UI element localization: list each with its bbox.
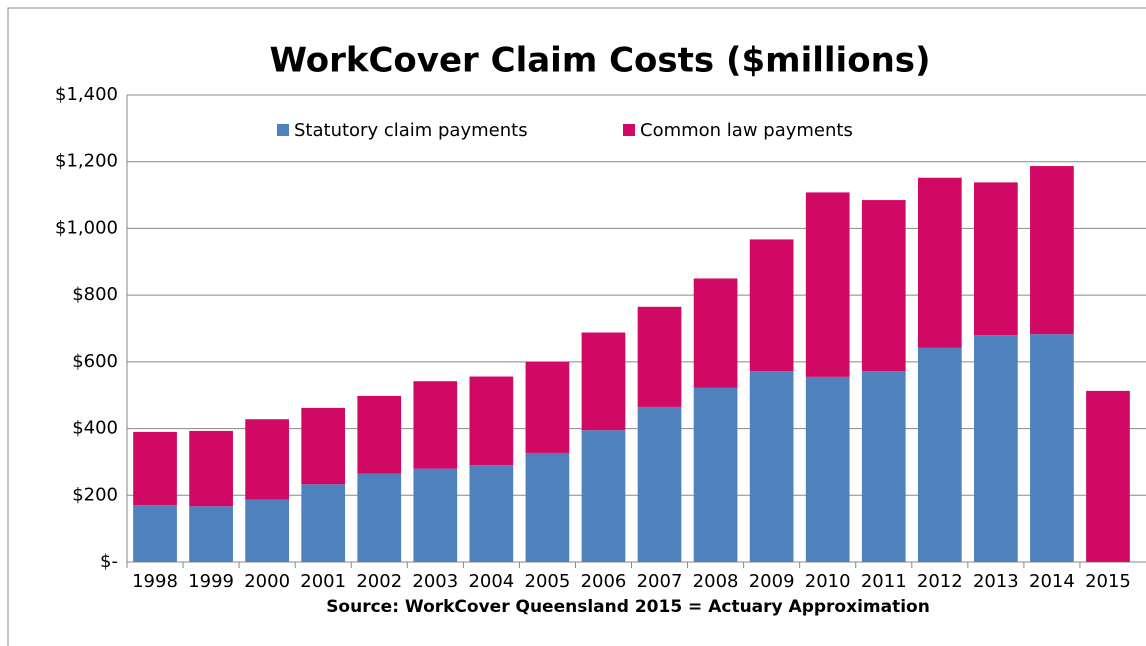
x-tick-label: 2000 — [244, 571, 290, 592]
y-tick-label: $800 — [72, 284, 118, 305]
bar-segment — [133, 431, 177, 506]
bar-segment — [973, 182, 1018, 336]
bar-segment — [245, 499, 290, 562]
bar-segment — [469, 465, 514, 562]
bar-segment — [581, 332, 626, 431]
legend-label: Common law payments — [640, 120, 853, 141]
bar-segment — [245, 419, 290, 500]
bar-segment — [357, 473, 402, 562]
bar-segment — [861, 371, 906, 562]
bar-segment — [749, 371, 794, 562]
legend-swatch — [277, 124, 289, 136]
x-tick-label: 2012 — [917, 571, 963, 592]
x-tick-label: 2010 — [805, 571, 851, 592]
bar-segment — [525, 361, 570, 453]
bar-segment — [1030, 166, 1074, 335]
x-tick-label: 2001 — [300, 571, 346, 592]
x-tick-label: 2006 — [581, 571, 627, 592]
bar-segment — [469, 376, 514, 466]
x-tick-label: 2008 — [693, 571, 739, 592]
y-tick-label: $1,000 — [55, 217, 118, 238]
bar-segment — [1086, 390, 1130, 562]
bar-segment — [973, 335, 1018, 562]
x-tick-label: 2005 — [525, 571, 571, 592]
bar-segment — [301, 407, 346, 485]
bar-segment — [637, 406, 682, 562]
x-tick-label: 2014 — [1029, 571, 1075, 592]
x-tick-label: 2003 — [412, 571, 458, 592]
bar-segment — [861, 200, 906, 372]
bar-segment — [133, 505, 177, 562]
x-tick-label: 2013 — [973, 571, 1019, 592]
bar-segment — [805, 376, 850, 562]
legend-swatch — [623, 124, 635, 136]
bar-segment — [749, 239, 794, 372]
x-tick-label: 1999 — [188, 571, 234, 592]
y-tick-label: $400 — [72, 418, 118, 439]
bar-segment — [693, 278, 738, 388]
x-tick-label: 2011 — [861, 571, 907, 592]
x-tick-label: 2004 — [468, 571, 514, 592]
y-tick-label: $- — [100, 551, 118, 572]
source-note: Source: WorkCover Queensland 2015 = Actu… — [326, 597, 930, 617]
y-tick-label: $200 — [72, 484, 118, 505]
bar-segment — [637, 306, 682, 407]
chart-title: WorkCover Claim Costs ($millions) — [269, 41, 930, 81]
x-tick-label: 2015 — [1085, 571, 1131, 592]
bar-segment — [581, 430, 626, 562]
y-tick-label: $1,400 — [55, 84, 118, 105]
y-tick-label: $600 — [72, 351, 118, 372]
bar-segment — [189, 430, 233, 507]
bar-segment — [805, 192, 850, 377]
y-tick-label: $1,200 — [55, 151, 118, 172]
bar-segment — [917, 347, 962, 562]
x-tick-label: 1998 — [132, 571, 178, 592]
bar-segment — [525, 452, 570, 562]
bar-segment — [413, 381, 458, 469]
bar-segment — [189, 506, 233, 562]
bar-segment — [693, 387, 738, 562]
bar-segment — [357, 395, 402, 474]
x-tick-label: 2002 — [356, 571, 402, 592]
x-tick-label: 2007 — [637, 571, 683, 592]
x-tick-label: 2009 — [749, 571, 795, 592]
legend-label: Statutory claim payments — [294, 120, 528, 141]
bar-segment — [413, 468, 458, 562]
bar-segment — [917, 177, 962, 348]
bar-segment — [301, 484, 346, 562]
bar-segment — [1030, 334, 1074, 562]
